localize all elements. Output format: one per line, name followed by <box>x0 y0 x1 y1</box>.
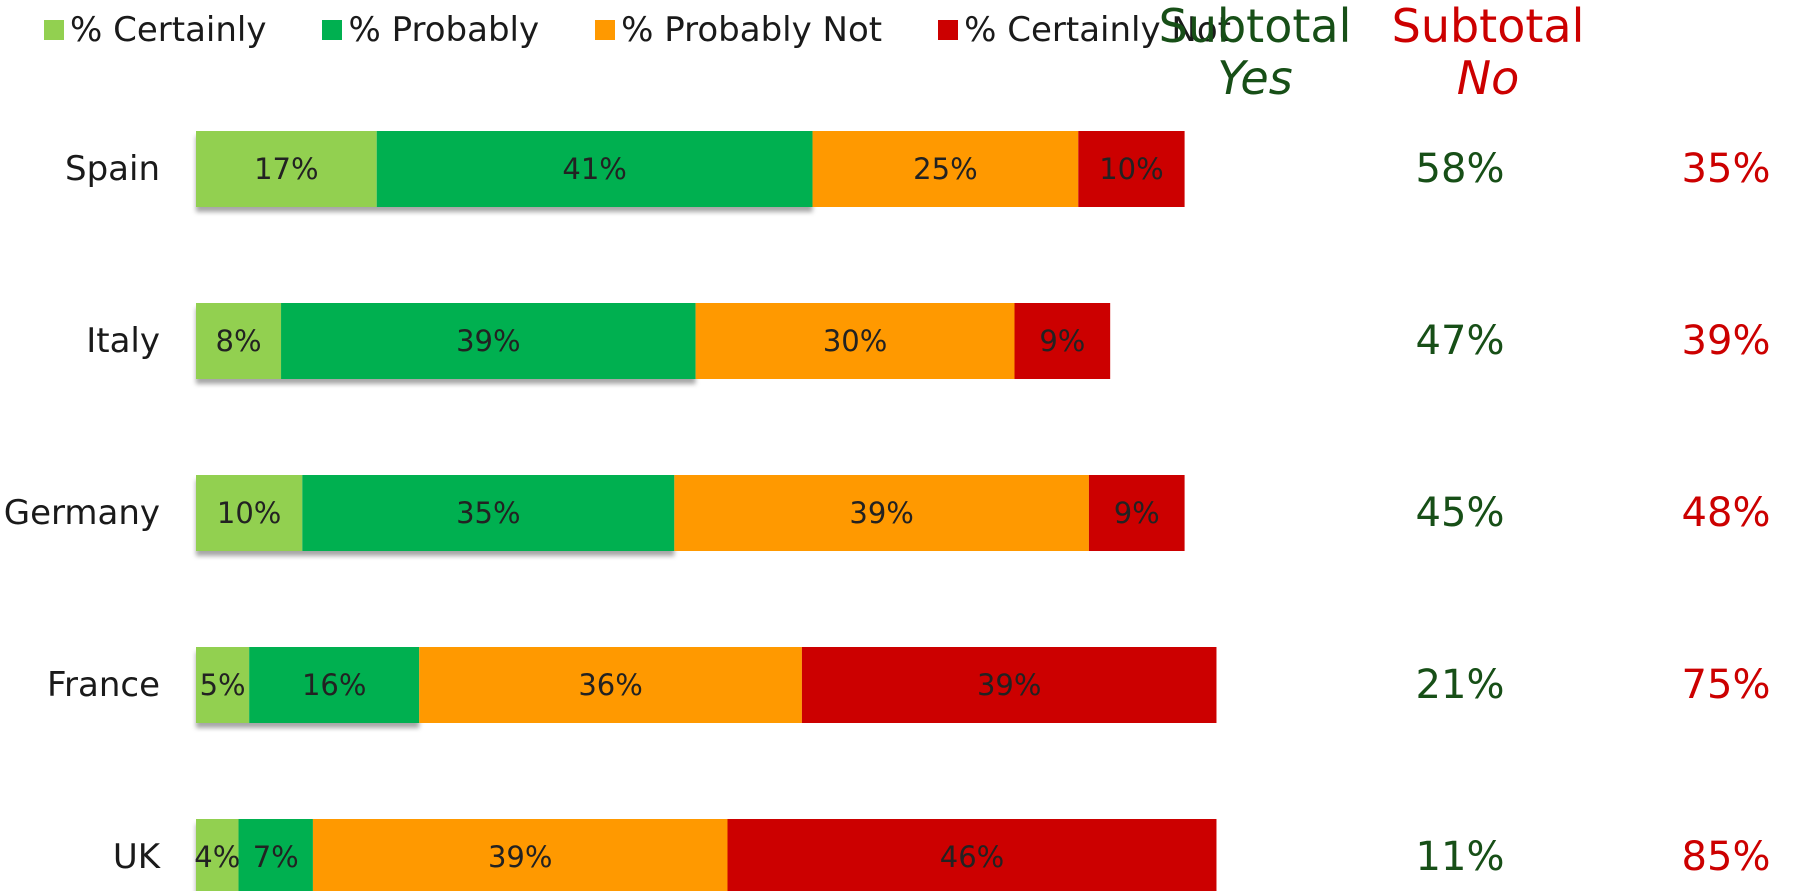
data-label-germany-probably: 35% <box>456 496 520 530</box>
chart-legend: % Certainly % Probably % Probably Not % … <box>44 8 1231 52</box>
subtotal-no-spain: 35% <box>1682 146 1771 192</box>
legend-label-probably-not: % Probably Not <box>621 10 883 50</box>
legend-swatch-certainly-not <box>938 20 959 40</box>
bar-segment-france-probably-not <box>419 647 802 723</box>
category-label-spain: Spain <box>65 149 160 189</box>
bar-segment-uk-certainly-not <box>727 819 1217 891</box>
data-label-spain-certainly-not: 10% <box>1099 152 1163 186</box>
subtotal-no-italy: 39% <box>1682 318 1771 364</box>
subtotal-yes-header: Subtotal Yes <box>1145 0 1365 104</box>
legend-swatch-probably <box>322 20 343 40</box>
legend-swatch-certainly <box>44 20 64 40</box>
bar-segment-uk-probably-not <box>312 819 728 891</box>
data-label-france-certainly: 5% <box>200 668 246 702</box>
bar-segment-italy-probably-not <box>695 303 1015 379</box>
legend-label-certainly-not: % Certainly Not <box>964 10 1231 50</box>
legend-label-certainly: % Certainly <box>70 10 267 50</box>
bar-segment-germany-certainly <box>196 475 303 551</box>
subtotal-yes-uk: 11% <box>1416 834 1505 880</box>
data-label-germany-certainly: 10% <box>217 496 281 530</box>
data-label-italy-probably-not: 30% <box>823 324 887 358</box>
subtotal-yes-header-qualifier: Yes <box>1217 51 1293 105</box>
category-label-italy: Italy <box>86 321 160 361</box>
category-label-germany: Germany <box>4 493 160 533</box>
data-label-germany-certainly-not: 9% <box>1114 496 1160 530</box>
data-label-spain-probably: 41% <box>562 152 626 186</box>
subtotal-yes-italy: 47% <box>1416 318 1505 364</box>
data-label-uk-probably-not: 39% <box>488 840 552 874</box>
bar-segment-spain-probably-not <box>812 131 1079 207</box>
bar-segment-france-certainly-not <box>801 647 1217 723</box>
data-label-spain-certainly: 17% <box>254 152 318 186</box>
bar-segment-italy-probably <box>281 303 696 379</box>
subtotal-yes-germany: 45% <box>1416 490 1505 536</box>
legend-swatch-probably-not <box>595 20 616 40</box>
category-label-france: France <box>47 665 160 705</box>
bar-segment-france-probably <box>249 647 420 723</box>
bar-segment-italy-certainly-not <box>1014 303 1111 379</box>
bar-segment-germany-certainly-not <box>1088 475 1185 551</box>
subtotal-no-uk: 85% <box>1682 834 1771 880</box>
bar-segment-germany-probably-not <box>674 475 1089 551</box>
bar-segment-spain-probably <box>376 131 813 207</box>
bar-segment-uk-certainly <box>196 819 239 891</box>
bar-segment-italy-certainly <box>196 303 282 379</box>
bar-segment-france-certainly <box>196 647 250 723</box>
data-label-france-certainly-not: 39% <box>977 668 1041 702</box>
legend-item-certainly-not: % Certainly Not <box>938 10 1231 50</box>
subtotal-no-header-word: Subtotal <box>1391 0 1585 53</box>
data-label-germany-probably-not: 39% <box>849 496 913 530</box>
data-label-italy-certainly: 8% <box>216 324 262 358</box>
bar-segment-spain-certainly <box>196 131 377 207</box>
bar-segment-uk-probably <box>238 819 313 891</box>
legend-item-probably: % Probably <box>322 10 539 50</box>
legend-item-probably-not: % Probably Not <box>595 10 882 50</box>
category-label-uk: UK <box>113 837 162 877</box>
subtotal-yes-spain: 58% <box>1416 146 1505 192</box>
data-label-france-probably: 16% <box>302 668 366 702</box>
data-label-italy-certainly-not: 9% <box>1039 324 1085 358</box>
subtotal-no-germany: 48% <box>1682 490 1771 536</box>
data-label-uk-certainly: 4% <box>194 840 240 874</box>
data-label-france-probably-not: 36% <box>578 668 642 702</box>
data-label-uk-certainly-not: 46% <box>940 840 1004 874</box>
bar-segment-spain-certainly-not <box>1078 131 1185 207</box>
legend-label-probably: % Probably <box>348 10 540 50</box>
data-label-uk-probably: 7% <box>253 840 299 874</box>
subtotal-no-header: Subtotal No <box>1378 0 1598 104</box>
legend-item-certainly: % Certainly <box>44 10 266 50</box>
data-label-spain-probably-not: 25% <box>913 152 977 186</box>
subtotal-no-france: 75% <box>1682 662 1771 708</box>
subtotal-no-header-qualifier: No <box>1456 51 1520 105</box>
subtotal-yes-france: 21% <box>1416 662 1505 708</box>
bar-segment-germany-probably <box>302 475 675 551</box>
data-label-italy-probably: 39% <box>456 324 520 358</box>
subtotal-yes-header-word: Subtotal <box>1158 0 1352 53</box>
